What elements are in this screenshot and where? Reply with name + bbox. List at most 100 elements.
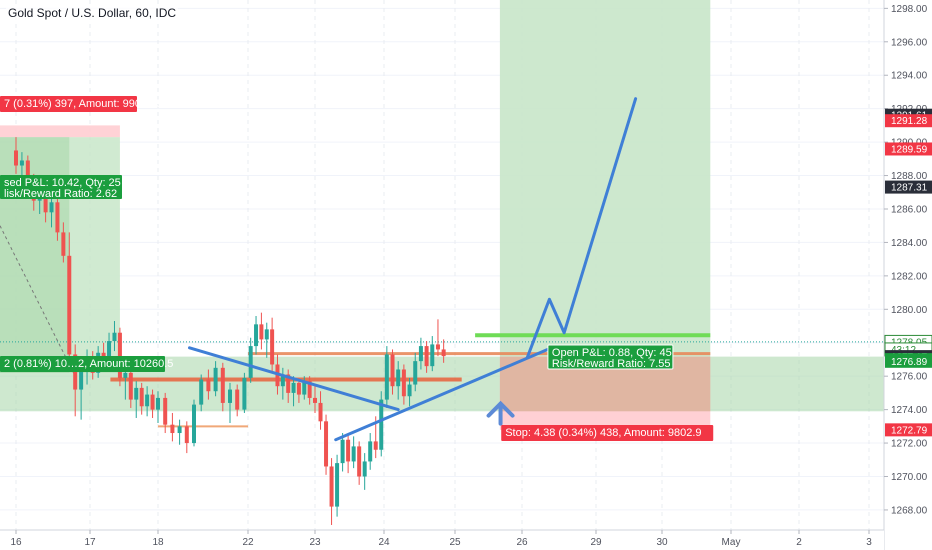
current-profit-zone [499,0,711,357]
label-open-pl-text: Risk/Reward Ratio: 7.55 [552,358,671,370]
label-top-left-text: 7 (0.31%) 397, Amount: 9900.75 [4,98,162,110]
y-tick-label: 1276.00 [891,372,928,383]
candle-body [390,354,395,387]
candle-body [435,344,440,350]
candle-body [156,397,160,410]
candle [264,322,269,358]
candle-body [413,361,418,385]
candle-body [112,332,117,342]
candle-body [55,202,60,233]
candle [357,441,362,485]
price-tag-bg [885,423,932,437]
candle-body [192,404,196,444]
candle [242,372,247,413]
candle-body [291,382,296,393]
x-tick-label: 26 [516,537,528,548]
candle-body [329,466,334,507]
candle-body [307,381,312,398]
y-tick-label: 1298.00 [891,4,928,15]
y-tick-label: 1270.00 [891,472,928,483]
candle-body [242,377,247,410]
candle-body [67,255,72,355]
candle-body [286,374,291,393]
candle-body [424,346,429,367]
candle-body [396,369,401,387]
candle [313,386,317,413]
candle-body [280,374,285,387]
x-tick-label: 25 [449,537,461,548]
label-top-left-bg [0,96,137,112]
y-tick-label: 1282.00 [891,271,928,282]
label-mid-left: 2 (0.81%) 10…2, Amount: 10260.5 [0,356,173,372]
candle-body [270,329,275,365]
old-loss-zone [0,125,120,138]
grid [0,0,884,530]
candle-body [335,463,340,507]
candle-body [184,426,189,444]
candle-body [61,232,66,256]
x-tick-label: 29 [590,537,602,548]
candle-body [128,372,133,400]
candle [291,376,296,407]
candle [340,433,345,472]
candle [67,232,72,367]
candle [14,137,18,174]
x-tick-label: 23 [309,537,321,548]
candle-body [19,160,24,166]
candle [362,453,367,490]
candle [156,391,160,423]
price-tag: 1291.28 [885,114,932,128]
candle-body [170,424,175,434]
candle [134,381,139,418]
candle-body [351,446,356,462]
candle [112,321,117,352]
candle-body [79,369,84,390]
candle-body [259,324,264,340]
candle [407,377,412,407]
candle [220,362,225,412]
candle-body [368,441,373,462]
candle [206,369,211,400]
price-axis-bg [884,0,932,550]
candle [163,392,168,434]
label-mid-left-bg [0,356,165,372]
candle [351,436,356,469]
candle-body [73,354,78,390]
candle-body [228,389,232,403]
candle [307,376,312,405]
label-closed-pl-text: lisk/Reward Ratio: 2.62 [4,188,117,200]
price-axis[interactable]: 1268.001270.001272.001274.001276.001278.… [883,0,932,550]
x-tick-label: 22 [242,537,254,548]
candle [441,339,446,363]
price-tag-label: 1289.59 [891,144,928,155]
candle-body [123,372,128,378]
candle [139,382,144,415]
candle [390,349,395,395]
candle [61,222,66,263]
price-tag: 1287.31 [885,180,932,194]
y-tick-label: 1280.00 [891,305,928,316]
candle [368,433,373,470]
price-tag-label: 1272.79 [891,425,928,436]
price-tag-bg [885,114,932,128]
candle [396,361,401,400]
y-tick-label: 1274.00 [891,405,928,416]
candle [192,399,196,447]
candle [55,198,60,241]
candle-body [49,202,54,213]
candle-body [357,446,362,477]
price-tag: 1272.79 [885,423,932,437]
time-axis[interactable]: 16 17 18 22 23 24 25 26 29 30 May 2 3 [0,529,884,550]
candle [254,315,259,355]
y-tick-label: 1284.00 [891,238,928,249]
candle-body [206,379,211,392]
time-axis-bg [0,530,884,550]
drawings[interactable] [188,97,638,442]
candle-body [302,381,307,395]
x-tick-label: 24 [378,537,390,548]
candle [235,384,240,417]
price-tag: 1289.59 [885,142,932,156]
candle-body [150,394,155,410]
candle [248,337,253,383]
